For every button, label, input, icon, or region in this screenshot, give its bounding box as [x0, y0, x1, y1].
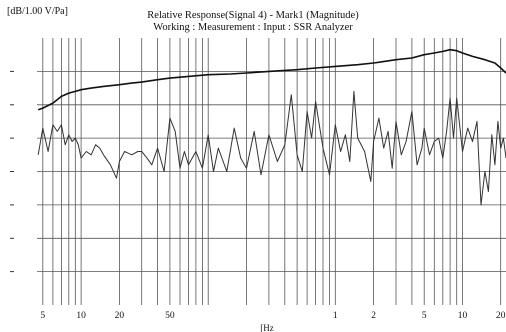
x-tick-label: 10 [76, 311, 86, 321]
x-tick-label: 10 [458, 311, 468, 321]
series-line-2 [37, 90, 506, 206]
chart-subtitle: Working : Measurement : Input : SSR Anal… [153, 22, 353, 33]
x-axis-label: [Hz [260, 323, 274, 332]
chart-title: Relative Response(Signal 4) - Mark1 (Mag… [147, 10, 359, 21]
x-tick-label: 20 [496, 311, 506, 321]
x-tick-label: 1 [333, 311, 338, 321]
x-tick-label: 5 [422, 311, 427, 321]
series-line-1 [37, 48, 506, 111]
y-axis-unit-label: [dB/1.00 V/Pa] [7, 6, 68, 17]
x-tick-label: 50 [165, 311, 175, 321]
series-lines [37, 48, 506, 206]
axis-ticks: 5 10 20 50 1 2 5 10 20 [10, 70, 506, 321]
x-tick-label: 2 [371, 311, 376, 321]
grid-lines [37, 38, 506, 305]
x-tick-label: 5 [40, 311, 45, 321]
x-tick-label: 20 [115, 311, 125, 321]
